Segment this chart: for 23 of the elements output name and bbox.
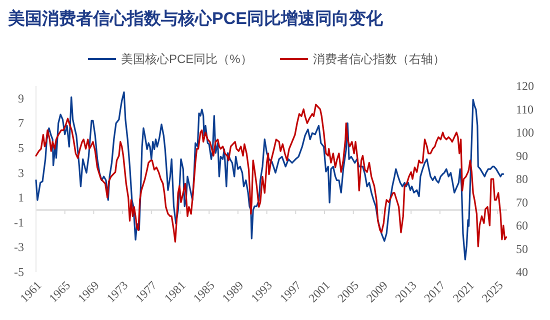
x-tick-label: 1981	[162, 278, 188, 306]
y-tick-label: -5	[14, 265, 24, 279]
y-tick-label: 9	[18, 91, 24, 106]
y2-tick-label: 100	[516, 126, 534, 140]
y-tick-label: 7	[18, 116, 24, 130]
y2-tick-label: 110	[516, 102, 534, 116]
y2-tick-label: 120	[516, 79, 534, 93]
y2-tick-label: 70	[516, 195, 528, 210]
y2-tick-label: 40	[516, 265, 528, 279]
y-tick-label: 5	[18, 141, 24, 155]
line-series	[35, 91, 504, 260]
y-tick-label: 1	[18, 190, 24, 205]
y2-tick-label: 50	[516, 242, 528, 256]
y2-tick-label: 60	[516, 218, 528, 232]
legend-label: 消费者信心指数（右轴）	[313, 52, 445, 66]
y2-tick-label: 80	[516, 172, 528, 186]
legend-label: 美国核心PCE同比（%）	[121, 52, 252, 66]
chart-title: 美国消费者信心指数与核心PCE同比增速同向变化	[7, 9, 384, 28]
y-tick-label: -1	[14, 215, 24, 230]
y-tick-label: 3	[18, 166, 24, 180]
y-tick-label: -3	[14, 240, 24, 254]
y2-tick-label: 90	[516, 148, 528, 163]
line-series	[35, 104, 508, 248]
